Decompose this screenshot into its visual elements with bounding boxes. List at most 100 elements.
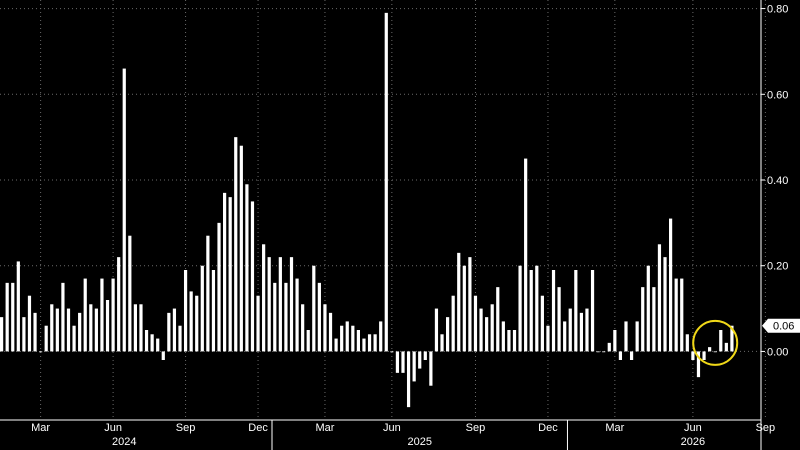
bar <box>306 330 310 352</box>
bar <box>317 282 321 352</box>
bar <box>144 330 149 352</box>
bar <box>629 351 634 360</box>
y-tick-label: 0.40 <box>767 175 788 187</box>
bar <box>133 304 137 352</box>
bar <box>657 244 662 352</box>
x-tick-label: Mar <box>605 422 624 434</box>
bar <box>83 278 87 352</box>
bar <box>0 317 4 352</box>
bar <box>78 312 82 352</box>
x-tick-label: Sep <box>466 422 486 434</box>
bar <box>535 265 539 352</box>
bar <box>172 308 177 352</box>
bar <box>446 317 450 352</box>
bar <box>563 321 567 352</box>
bar <box>585 308 589 352</box>
x-tick-label: Mar <box>31 422 50 434</box>
bar <box>117 257 121 352</box>
bar <box>680 278 684 352</box>
bar <box>72 325 76 352</box>
bar <box>234 137 238 352</box>
bar <box>624 321 628 352</box>
bar <box>362 338 366 352</box>
bar <box>496 287 500 352</box>
bar <box>596 351 600 353</box>
bar <box>345 321 349 352</box>
grid-lines <box>0 0 766 420</box>
bar <box>61 282 65 352</box>
bar <box>724 342 728 352</box>
bar <box>401 351 405 373</box>
bar <box>652 287 656 352</box>
bar <box>27 295 32 352</box>
bar <box>395 351 400 373</box>
year-label: 2024 <box>112 436 136 448</box>
bar <box>55 308 59 352</box>
bar <box>189 291 193 352</box>
bar <box>105 300 110 352</box>
bar <box>607 342 611 352</box>
bar <box>334 338 338 352</box>
bar <box>94 308 98 352</box>
x-tick-label: Mar <box>315 422 334 434</box>
bar <box>501 321 505 352</box>
bar <box>546 325 550 352</box>
bar-series <box>0 12 734 408</box>
bar <box>312 265 316 352</box>
bar <box>669 218 673 352</box>
bar <box>551 270 556 352</box>
bar <box>367 334 372 352</box>
y-tick-label: 0.60 <box>767 89 788 101</box>
x-tick-label: Dec <box>248 422 268 434</box>
bar <box>340 325 344 352</box>
bar <box>44 325 48 352</box>
bar <box>100 278 104 352</box>
bar <box>267 257 271 352</box>
bar <box>351 325 355 352</box>
bar <box>490 304 494 352</box>
bar <box>440 334 444 352</box>
bar <box>33 312 37 352</box>
x-tick-label: Jun <box>383 422 401 434</box>
bar <box>696 351 701 378</box>
bar <box>406 351 411 408</box>
bar <box>89 304 93 352</box>
bar <box>602 351 606 353</box>
bar <box>356 330 360 352</box>
bar <box>646 265 650 352</box>
bar <box>635 321 639 352</box>
x-axis: Mar Jun Sep Dec Mar Jun Sep Dec Mar Jun Sep 2024 202… <box>0 419 775 450</box>
bar <box>278 257 282 352</box>
bar <box>211 270 216 352</box>
bar <box>256 295 260 352</box>
bar <box>685 334 689 352</box>
bar <box>518 265 522 352</box>
bar <box>284 282 288 352</box>
bar <box>50 304 54 352</box>
bar <box>574 270 578 352</box>
bar <box>708 347 712 352</box>
bar <box>5 282 9 352</box>
highlight-circle <box>692 319 739 366</box>
bar <box>423 351 427 360</box>
bar <box>713 351 717 353</box>
bar <box>529 270 533 352</box>
bar <box>156 338 160 352</box>
bar <box>568 308 572 352</box>
bar <box>641 287 645 352</box>
bar <box>579 312 583 352</box>
year-label: 2026 <box>681 436 705 448</box>
y-tick-label: 0.80 <box>767 4 788 16</box>
bar <box>206 235 210 352</box>
bar <box>295 278 299 352</box>
x-tick-label: Sep <box>176 422 196 434</box>
bar <box>273 282 277 352</box>
bar <box>150 334 154 352</box>
bar <box>22 317 26 352</box>
last-value-tag <box>762 318 800 333</box>
bar <box>11 282 15 352</box>
bar <box>524 158 528 352</box>
bar <box>373 334 377 352</box>
x-tick-label: Jun <box>684 422 702 434</box>
